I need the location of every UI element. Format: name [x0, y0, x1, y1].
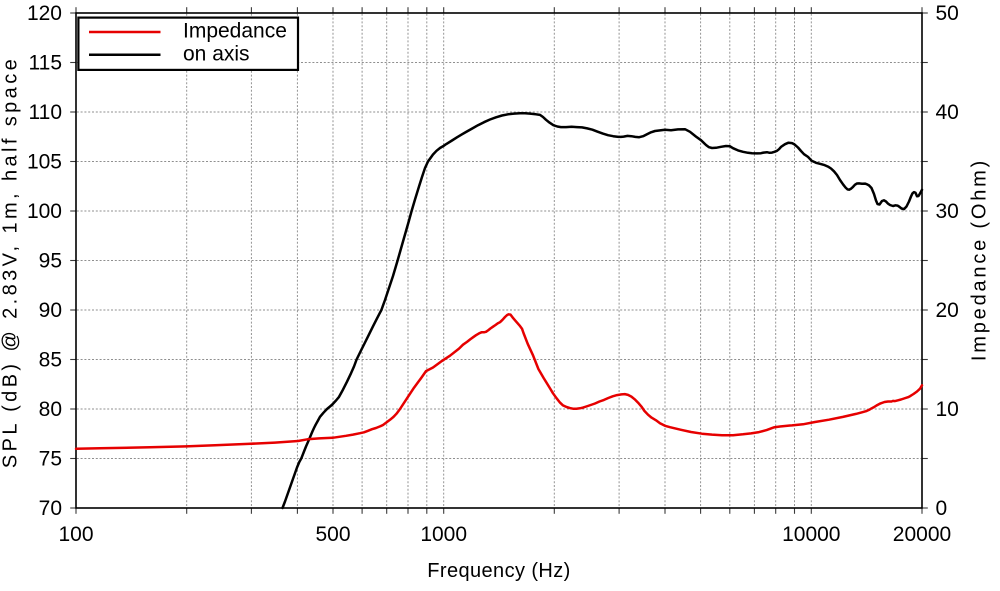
svg-text:100: 100: [58, 523, 93, 546]
svg-text:Impedance: Impedance: [183, 20, 287, 43]
svg-text:Frequency (Hz): Frequency (Hz): [427, 560, 570, 582]
svg-text:1000: 1000: [420, 523, 467, 546]
svg-text:105: 105: [27, 151, 62, 174]
svg-text:70: 70: [39, 497, 62, 520]
svg-text:on axis: on axis: [183, 42, 250, 65]
svg-text:SPL (dB) @ 2.83V, 1m, half spa: SPL (dB) @ 2.83V, 1m, half space: [0, 56, 22, 468]
svg-text:10: 10: [936, 398, 959, 421]
svg-text:120: 120: [27, 2, 62, 25]
svg-text:20000: 20000: [893, 523, 951, 546]
svg-text:30: 30: [936, 200, 959, 223]
svg-text:500: 500: [315, 523, 350, 546]
svg-text:95: 95: [39, 250, 62, 273]
svg-text:80: 80: [39, 398, 62, 421]
svg-text:40: 40: [936, 101, 959, 124]
svg-text:85: 85: [39, 349, 62, 372]
svg-text:110: 110: [29, 101, 62, 124]
svg-text:90: 90: [39, 299, 62, 322]
svg-text:75: 75: [39, 448, 62, 471]
svg-text:Impedance (Ohm): Impedance (Ohm): [969, 158, 991, 361]
svg-text:10000: 10000: [782, 523, 840, 546]
svg-text:0: 0: [936, 497, 948, 520]
svg-text:50: 50: [936, 2, 959, 25]
svg-text:100: 100: [27, 200, 62, 223]
svg-text:115: 115: [29, 52, 62, 75]
svg-text:20: 20: [936, 299, 959, 322]
